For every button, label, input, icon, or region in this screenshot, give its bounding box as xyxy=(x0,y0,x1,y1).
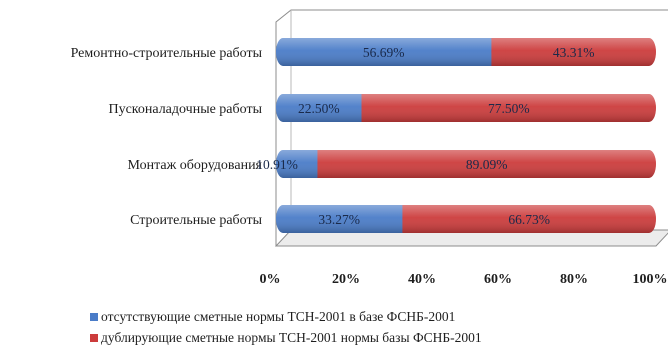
data-label-duplicate: 43.31% xyxy=(553,45,595,60)
data-label-missing: 22.50% xyxy=(298,101,340,116)
x-tick-label: 100% xyxy=(633,272,668,287)
x-tick-label: 80% xyxy=(560,272,588,287)
category-label: Строительные работы xyxy=(130,213,263,228)
data-label-duplicate: 77.50% xyxy=(488,101,530,116)
data-label-duplicate: 89.09% xyxy=(466,157,508,172)
legend-label-missing: отсутствующие сметные нормы ТСН-2001 в б… xyxy=(101,309,456,324)
chart-legend: отсутствующие сметные нормы ТСН-2001 в б… xyxy=(90,307,482,349)
x-tick-label: 20% xyxy=(332,272,360,287)
bar-shading xyxy=(276,205,656,233)
x-tick-label: 60% xyxy=(484,272,512,287)
category-label: Монтаж оборудования xyxy=(127,158,262,173)
bar-shading xyxy=(276,38,656,66)
bar-shading xyxy=(276,150,656,178)
plot-back-wall xyxy=(275,9,668,246)
data-label-missing: 56.69% xyxy=(363,45,405,60)
legend-item-duplicate: дублирующие сметные нормы ТСН-2001 нормы… xyxy=(90,328,482,348)
category-label: Пусконаладочные работы xyxy=(108,102,262,117)
x-tick-label: 40% xyxy=(408,272,436,287)
plot-floor xyxy=(274,229,668,247)
category-label: Ремонтно-строительные работы xyxy=(71,46,263,61)
data-label-missing: 10.91% xyxy=(256,157,298,172)
legend-swatch-red xyxy=(90,334,98,342)
legend-item-missing: отсутствующие сметные нормы ТСН-2001 в б… xyxy=(90,307,482,327)
data-label-missing: 33.27% xyxy=(318,212,360,227)
x-tick-label: 0% xyxy=(260,272,281,287)
legend-swatch-blue xyxy=(90,313,98,321)
data-label-duplicate: 66.73% xyxy=(508,212,550,227)
legend-label-duplicate: дублирующие сметные нормы ТСН-2001 нормы… xyxy=(101,330,482,345)
bar-shading xyxy=(276,94,656,122)
